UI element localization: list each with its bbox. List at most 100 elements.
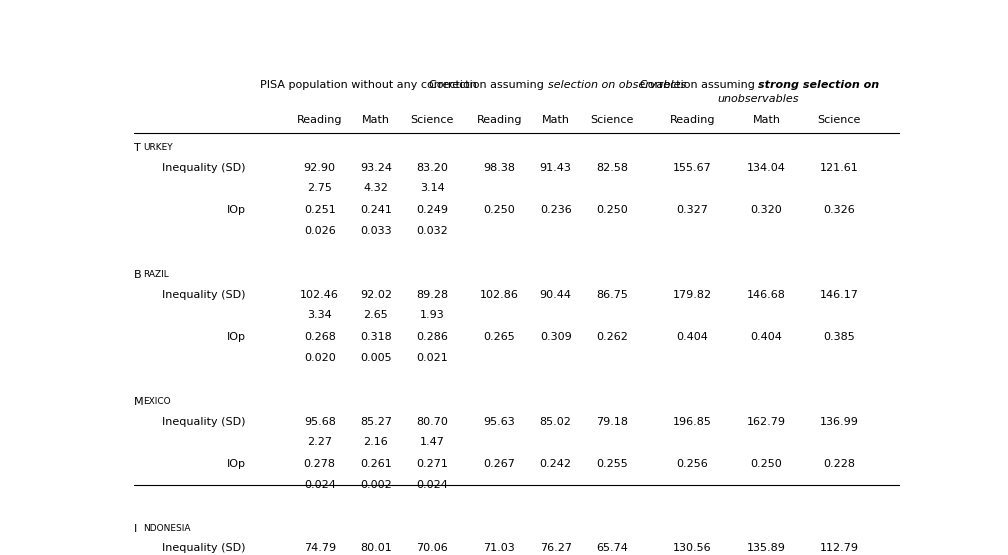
Text: 95.68: 95.68 xyxy=(303,416,336,426)
Text: 0.261: 0.261 xyxy=(360,460,392,470)
Text: 0.241: 0.241 xyxy=(360,205,392,215)
Text: 3.34: 3.34 xyxy=(307,310,332,320)
Text: 0.404: 0.404 xyxy=(676,332,709,342)
Text: 80.01: 80.01 xyxy=(360,543,392,553)
Text: IOp: IOp xyxy=(227,332,246,342)
Text: Inequality (SD): Inequality (SD) xyxy=(162,290,246,300)
Text: 0.271: 0.271 xyxy=(416,460,449,470)
Text: 91.43: 91.43 xyxy=(539,163,572,173)
Text: 83.20: 83.20 xyxy=(416,163,449,173)
Text: 86.75: 86.75 xyxy=(596,290,628,300)
Text: strong selection on: strong selection on xyxy=(758,79,879,89)
Text: 95.63: 95.63 xyxy=(484,416,515,426)
Text: PISA population without any correction: PISA population without any correction xyxy=(260,79,477,89)
Text: 0.267: 0.267 xyxy=(484,460,515,470)
Text: 0.385: 0.385 xyxy=(824,332,855,342)
Text: 89.28: 89.28 xyxy=(416,290,449,300)
Text: Inequality (SD): Inequality (SD) xyxy=(162,163,246,173)
Text: NDONESIA: NDONESIA xyxy=(143,524,191,533)
Text: 0.251: 0.251 xyxy=(303,205,336,215)
Text: 93.24: 93.24 xyxy=(360,163,392,173)
Text: 79.18: 79.18 xyxy=(596,416,628,426)
Text: 2.16: 2.16 xyxy=(364,437,388,447)
Text: 74.79: 74.79 xyxy=(303,543,336,553)
Text: 162.79: 162.79 xyxy=(747,416,786,426)
Text: 0.326: 0.326 xyxy=(824,205,855,215)
Text: 0.268: 0.268 xyxy=(303,332,336,342)
Text: RAZIL: RAZIL xyxy=(143,270,169,279)
Text: 0.255: 0.255 xyxy=(596,460,628,470)
Text: 0.249: 0.249 xyxy=(416,205,449,215)
Text: 0.250: 0.250 xyxy=(751,460,782,470)
Text: 0.021: 0.021 xyxy=(416,353,449,363)
Text: 0.228: 0.228 xyxy=(824,460,855,470)
Text: 146.17: 146.17 xyxy=(820,290,859,300)
Text: 0.286: 0.286 xyxy=(416,332,449,342)
Text: B: B xyxy=(134,270,141,280)
Text: 2.27: 2.27 xyxy=(307,437,333,447)
Text: 0.033: 0.033 xyxy=(360,226,392,236)
Text: 90.44: 90.44 xyxy=(539,290,572,300)
Text: I: I xyxy=(134,523,137,533)
Text: 179.82: 179.82 xyxy=(672,290,712,300)
Text: 85.27: 85.27 xyxy=(360,416,392,426)
Text: Science: Science xyxy=(410,114,454,124)
Text: Reading: Reading xyxy=(669,114,715,124)
Text: 0.020: 0.020 xyxy=(303,353,336,363)
Text: 1.93: 1.93 xyxy=(420,310,445,320)
Text: 0.026: 0.026 xyxy=(303,226,336,236)
Text: unobservables: unobservables xyxy=(718,94,798,104)
Text: 0.265: 0.265 xyxy=(484,332,515,342)
Text: M: M xyxy=(134,397,143,407)
Text: 80.70: 80.70 xyxy=(416,416,449,426)
Text: 0.262: 0.262 xyxy=(596,332,628,342)
Text: 130.56: 130.56 xyxy=(673,543,712,553)
Text: 1.47: 1.47 xyxy=(419,437,445,447)
Text: 4.32: 4.32 xyxy=(364,183,388,193)
Text: 85.02: 85.02 xyxy=(539,416,572,426)
Text: Correction assuming: Correction assuming xyxy=(640,79,758,89)
Text: 92.90: 92.90 xyxy=(303,163,336,173)
Text: 155.67: 155.67 xyxy=(673,163,712,173)
Text: 82.58: 82.58 xyxy=(596,163,628,173)
Text: 3.14: 3.14 xyxy=(420,183,445,193)
Text: 102.86: 102.86 xyxy=(480,290,519,300)
Text: selection on observables: selection on observables xyxy=(548,79,686,89)
Text: 65.74: 65.74 xyxy=(596,543,628,553)
Text: 0.250: 0.250 xyxy=(596,205,628,215)
Text: 0.404: 0.404 xyxy=(751,332,782,342)
Text: Inequality (SD): Inequality (SD) xyxy=(162,416,246,426)
Text: Reading: Reading xyxy=(477,114,522,124)
Text: 121.61: 121.61 xyxy=(820,163,859,173)
Text: IOp: IOp xyxy=(227,205,246,215)
Text: 0.318: 0.318 xyxy=(360,332,392,342)
Text: 0.256: 0.256 xyxy=(676,460,709,470)
Text: 0.024: 0.024 xyxy=(303,480,336,490)
Text: Reading: Reading xyxy=(297,114,343,124)
Text: Science: Science xyxy=(591,114,634,124)
Text: Inequality (SD): Inequality (SD) xyxy=(162,543,246,553)
Text: 2.65: 2.65 xyxy=(364,310,388,320)
Text: 0.320: 0.320 xyxy=(751,205,782,215)
Text: 146.68: 146.68 xyxy=(747,290,786,300)
Text: 76.27: 76.27 xyxy=(539,543,572,553)
Text: 196.85: 196.85 xyxy=(673,416,712,426)
Text: T: T xyxy=(134,143,140,153)
Text: 0.236: 0.236 xyxy=(540,205,572,215)
Text: Correction assuming: Correction assuming xyxy=(429,79,548,89)
Text: 70.06: 70.06 xyxy=(416,543,449,553)
Text: Math: Math xyxy=(541,114,570,124)
Text: 136.99: 136.99 xyxy=(820,416,859,426)
Text: 0.242: 0.242 xyxy=(539,460,572,470)
Text: 0.278: 0.278 xyxy=(303,460,336,470)
Text: 0.002: 0.002 xyxy=(360,480,392,490)
Text: 134.04: 134.04 xyxy=(747,163,786,173)
Text: Math: Math xyxy=(753,114,780,124)
Text: 102.46: 102.46 xyxy=(300,290,339,300)
Text: 135.89: 135.89 xyxy=(747,543,786,553)
Text: 0.327: 0.327 xyxy=(676,205,709,215)
Text: 0.250: 0.250 xyxy=(484,205,515,215)
Text: URKEY: URKEY xyxy=(143,143,172,152)
Text: 0.005: 0.005 xyxy=(360,353,392,363)
Text: 98.38: 98.38 xyxy=(484,163,515,173)
